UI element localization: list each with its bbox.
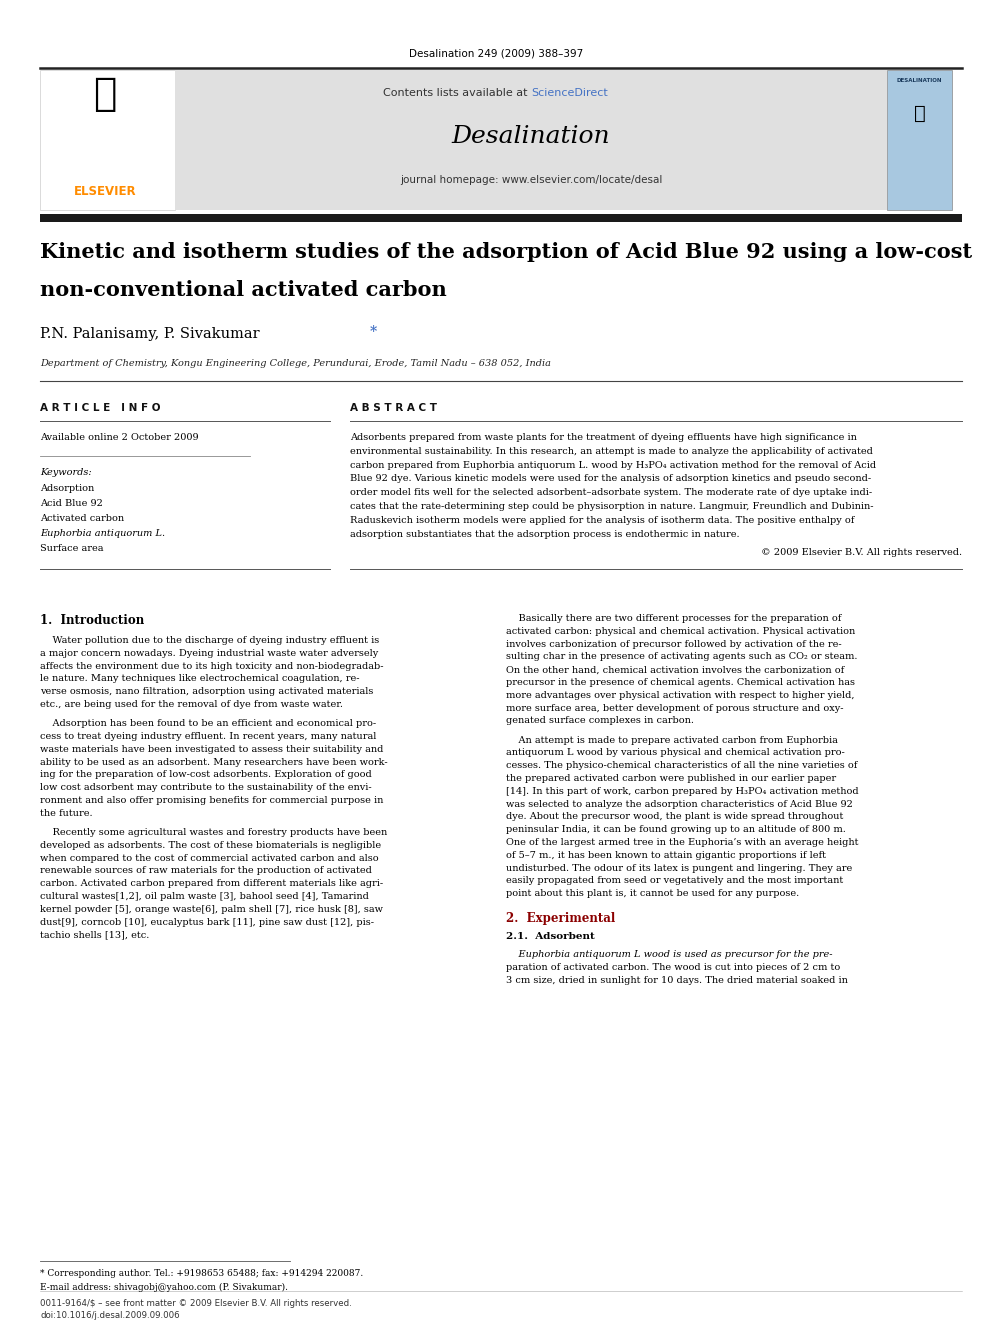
Text: of 5–7 m., it has been known to attain gigantic proportions if left: of 5–7 m., it has been known to attain g… [506, 851, 826, 860]
Text: 3 cm size, dried in sunlight for 10 days. The dried material soaked in: 3 cm size, dried in sunlight for 10 days… [506, 975, 848, 984]
Text: ELSEVIER: ELSEVIER [73, 185, 136, 198]
Text: doi:10.1016/j.desal.2009.09.006: doi:10.1016/j.desal.2009.09.006 [40, 1311, 180, 1320]
Text: Euphorbia antiquorum L.: Euphorbia antiquorum L. [40, 529, 165, 538]
Text: verse osmosis, nano filtration, adsorption using activated materials: verse osmosis, nano filtration, adsorpti… [40, 687, 373, 696]
Text: involves carbonization of precursor followed by activation of the re-: involves carbonization of precursor foll… [506, 639, 841, 648]
Text: more surface area, better development of porous structure and oxy-: more surface area, better development of… [506, 704, 843, 713]
Text: ability to be used as an adsorbent. Many researchers have been work-: ability to be used as an adsorbent. Many… [40, 758, 388, 766]
Text: *: * [370, 325, 377, 339]
Text: when compared to the cost of commercial activated carbon and also: when compared to the cost of commercial … [40, 853, 379, 863]
Bar [887, 70, 952, 210]
Text: peninsular India, it can be found growing up to an altitude of 800 m.: peninsular India, it can be found growin… [506, 826, 846, 835]
Bar [175, 70, 887, 210]
Text: One of the largest armed tree in the Euphoria’s with an average height: One of the largest armed tree in the Eup… [506, 837, 858, 847]
Text: waste materials have been investigated to assess their suitability and: waste materials have been investigated t… [40, 745, 383, 754]
Text: the future.: the future. [40, 808, 92, 818]
Text: Activated carbon: Activated carbon [40, 515, 124, 523]
Text: point about this plant is, it cannot be used for any purpose.: point about this plant is, it cannot be … [506, 889, 800, 898]
Text: Kinetic and isotherm studies of the adsorption of Acid Blue 92 using a low-cost: Kinetic and isotherm studies of the adso… [40, 242, 972, 262]
Text: cates that the rate-determining step could be physisorption in nature. Langmuir,: cates that the rate-determining step cou… [350, 501, 874, 511]
Text: Basically there are two different processes for the preparation of: Basically there are two different proces… [506, 614, 841, 623]
Text: cess to treat dyeing industry effluent. In recent years, many natural: cess to treat dyeing industry effluent. … [40, 732, 376, 741]
Text: precursor in the presence of chemical agents. Chemical activation has: precursor in the presence of chemical ag… [506, 677, 855, 687]
Text: Available online 2 October 2009: Available online 2 October 2009 [40, 433, 198, 442]
Text: renewable sources of raw materials for the production of activated: renewable sources of raw materials for t… [40, 867, 372, 876]
Text: An attempt is made to prepare activated carbon from Euphorbia: An attempt is made to prepare activated … [506, 736, 838, 745]
Text: Desalination 249 (2009) 388–397: Desalination 249 (2009) 388–397 [409, 48, 583, 58]
Text: affects the environment due to its high toxicity and non-biodegradab-: affects the environment due to its high … [40, 662, 384, 671]
Text: Euphorbia antiquorum L wood is used as precursor for the pre-: Euphorbia antiquorum L wood is used as p… [506, 950, 832, 959]
Text: journal homepage: www.elsevier.com/locate/desal: journal homepage: www.elsevier.com/locat… [400, 175, 663, 185]
Text: 2.1.  Adsorbent: 2.1. Adsorbent [506, 931, 595, 941]
Text: ing for the preparation of low-cost adsorbents. Exploration of good: ing for the preparation of low-cost adso… [40, 770, 372, 779]
Text: * Corresponding author. Tel.: +9198653 65488; fax: +914294 220087.: * Corresponding author. Tel.: +9198653 6… [40, 1269, 363, 1278]
Text: ronment and also offer promising benefits for commercial purpose in: ronment and also offer promising benefit… [40, 796, 383, 804]
Text: more advantages over physical activation with respect to higher yield,: more advantages over physical activation… [506, 691, 854, 700]
Text: le nature. Many techniques like electrochemical coagulation, re-: le nature. Many techniques like electroc… [40, 675, 359, 684]
Text: Keywords:: Keywords: [40, 468, 91, 478]
Text: Water pollution due to the discharge of dyeing industry effluent is: Water pollution due to the discharge of … [40, 636, 379, 646]
Text: dust[9], corncob [10], eucalyptus bark [11], pine saw dust [12], pis-: dust[9], corncob [10], eucalyptus bark [… [40, 918, 374, 926]
Text: order model fits well for the selected adsorbent–adsorbate system. The moderate : order model fits well for the selected a… [350, 488, 872, 497]
Text: the prepared activated carbon were published in our earlier paper: the prepared activated carbon were publi… [506, 774, 836, 783]
Text: DESALINATION: DESALINATION [897, 78, 942, 83]
Text: Surface area: Surface area [40, 544, 103, 553]
Text: Recently some agricultural wastes and forestry products have been: Recently some agricultural wastes and fo… [40, 828, 387, 837]
Text: antiquorum L wood by various physical and chemical activation pro-: antiquorum L wood by various physical an… [506, 749, 845, 757]
Text: low cost adsorbent may contribute to the sustainability of the envi-: low cost adsorbent may contribute to the… [40, 783, 372, 792]
Text: cultural wastes[1,2], oil palm waste [3], bahool seed [4], Tamarind: cultural wastes[1,2], oil palm waste [3]… [40, 892, 369, 901]
Text: 💧: 💧 [914, 105, 926, 123]
Text: A R T I C L E   I N F O: A R T I C L E I N F O [40, 404, 161, 413]
Text: ScienceDirect: ScienceDirect [531, 89, 608, 98]
Text: was selected to analyze the adsorption characteristics of Acid Blue 92: was selected to analyze the adsorption c… [506, 799, 853, 808]
Text: paration of activated carbon. The wood is cut into pieces of 2 cm to: paration of activated carbon. The wood i… [506, 963, 840, 972]
Text: Acid Blue 92: Acid Blue 92 [40, 499, 103, 508]
Text: kernel powder [5], orange waste[6], palm shell [7], rice husk [8], saw: kernel powder [5], orange waste[6], palm… [40, 905, 383, 914]
Text: genated surface complexes in carbon.: genated surface complexes in carbon. [506, 716, 694, 725]
Text: a major concern nowadays. Dyeing industrial waste water adversely: a major concern nowadays. Dyeing industr… [40, 648, 378, 658]
Text: environmental sustainability. In this research, an attempt is made to analyze th: environmental sustainability. In this re… [350, 447, 873, 456]
Text: 0011-9164/$ – see front matter © 2009 Elsevier B.V. All rights reserved.: 0011-9164/$ – see front matter © 2009 El… [40, 1299, 352, 1308]
Text: adsorption substantiates that the adsorption process is endothermic in nature.: adsorption substantiates that the adsorp… [350, 529, 740, 538]
Text: Department of Chemistry, Kongu Engineering College, Perundurai, Erode, Tamil Nad: Department of Chemistry, Kongu Engineeri… [40, 359, 551, 368]
Text: cesses. The physico-chemical characteristics of all the nine varieties of: cesses. The physico-chemical characteris… [506, 761, 857, 770]
Text: P.N. Palanisamy, P. Sivakumar: P.N. Palanisamy, P. Sivakumar [40, 327, 260, 341]
Text: 2.  Experimental: 2. Experimental [506, 912, 615, 925]
Text: Adsorption: Adsorption [40, 484, 94, 493]
Text: non-conventional activated carbon: non-conventional activated carbon [40, 280, 446, 300]
Text: developed as adsorbents. The cost of these biomaterials is negligible: developed as adsorbents. The cost of the… [40, 841, 381, 849]
Text: tachio shells [13], etc.: tachio shells [13], etc. [40, 930, 150, 939]
Text: Desalination: Desalination [451, 124, 610, 148]
Text: [14]. In this part of work, carbon prepared by H₃PO₄ activation method: [14]. In this part of work, carbon prepa… [506, 787, 859, 796]
Text: carbon prepared from Euphorbia antiquorum L. wood by H₃PO₄ activation method for: carbon prepared from Euphorbia antiquoru… [350, 460, 876, 470]
Text: etc., are being used for the removal of dye from waste water.: etc., are being used for the removal of … [40, 700, 343, 709]
Text: sulting char in the presence of activating agents such as CO₂ or steam.: sulting char in the presence of activati… [506, 652, 857, 662]
Text: dye. About the precursor wood, the plant is wide spread throughout: dye. About the precursor wood, the plant… [506, 812, 843, 822]
Text: © 2009 Elsevier B.V. All rights reserved.: © 2009 Elsevier B.V. All rights reserved… [761, 549, 962, 557]
Text: Raduskevich isotherm models were applied for the analysis of isotherm data. The : Raduskevich isotherm models were applied… [350, 516, 854, 525]
Text: Adsorbents prepared from waste plants for the treatment of dyeing effluents have: Adsorbents prepared from waste plants fo… [350, 433, 857, 442]
Text: undisturbed. The odour of its latex is pungent and lingering. They are: undisturbed. The odour of its latex is p… [506, 864, 852, 873]
Text: E-mail address: shivagobj@yahoo.com (P. Sivakumar).: E-mail address: shivagobj@yahoo.com (P. … [40, 1283, 288, 1293]
Text: activated carbon: physical and chemical activation. Physical activation: activated carbon: physical and chemical … [506, 627, 855, 636]
Bar [40, 70, 175, 210]
Text: 1.  Introduction: 1. Introduction [40, 614, 144, 627]
Text: Blue 92 dye. Various kinetic models were used for the analysis of adsorption kin: Blue 92 dye. Various kinetic models were… [350, 475, 871, 483]
Text: A B S T R A C T: A B S T R A C T [350, 404, 437, 413]
Text: Contents lists available at: Contents lists available at [383, 89, 531, 98]
Text: Adsorption has been found to be an efficient and economical pro-: Adsorption has been found to be an effic… [40, 720, 376, 728]
Text: carbon. Activated carbon prepared from different materials like agri-: carbon. Activated carbon prepared from d… [40, 880, 383, 888]
Text: easily propagated from seed or vegetatively and the most important: easily propagated from seed or vegetativ… [506, 876, 843, 885]
Bar [40, 214, 962, 222]
Text: On the other hand, chemical activation involves the carbonization of: On the other hand, chemical activation i… [506, 665, 844, 675]
Text: 🌳: 🌳 [93, 75, 117, 112]
